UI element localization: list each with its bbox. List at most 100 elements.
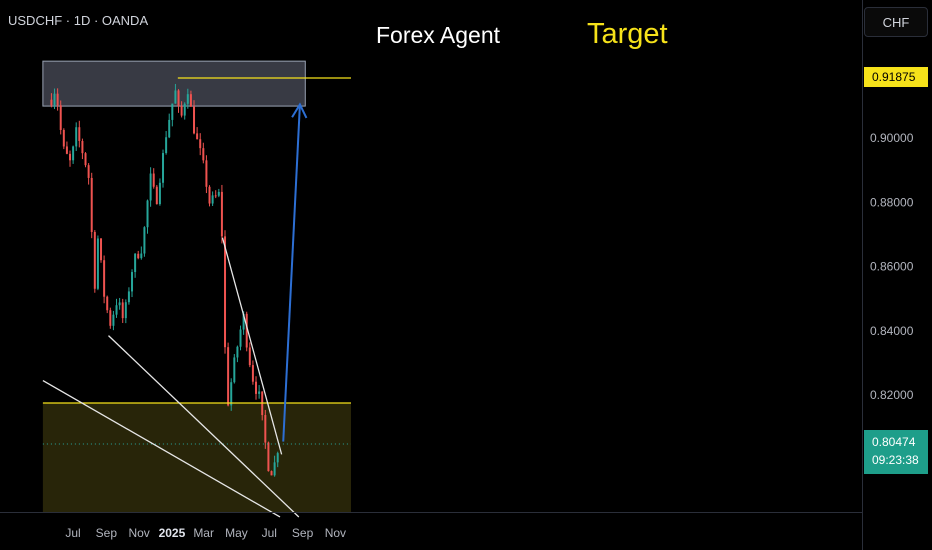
candle-body <box>220 191 223 237</box>
candle-body <box>168 119 171 138</box>
demand-zone <box>42 403 351 512</box>
candle-body <box>208 186 211 204</box>
x-tick-label: May <box>225 526 248 540</box>
candle-body <box>236 346 239 358</box>
candle-body <box>255 381 258 394</box>
last-price-tag: 0.80474 09:23:38 <box>864 430 928 474</box>
last-price-value: 0.80474 <box>872 435 916 449</box>
candle-body <box>69 153 72 161</box>
candle-body <box>196 133 199 140</box>
projection-arrow-shaft <box>282 104 301 442</box>
candle-body <box>233 357 236 383</box>
candle-body <box>112 314 115 326</box>
candle-body <box>96 238 99 289</box>
candle-body <box>199 139 202 149</box>
candle-body <box>251 365 254 382</box>
symbol-info: USDCHF · 1D · OANDA <box>8 13 149 28</box>
lines-layer <box>42 77 351 518</box>
candle-body <box>72 146 75 161</box>
candle-body <box>152 173 155 187</box>
candle-body <box>90 177 93 232</box>
wedge-lower-trendline <box>108 335 300 518</box>
candle-body <box>205 160 208 187</box>
candle-body <box>84 153 87 166</box>
candle-body <box>134 253 137 273</box>
x-tick-label: Mar <box>193 526 214 540</box>
candle-body <box>177 90 180 107</box>
candle-body <box>258 391 261 394</box>
candle-body <box>81 140 84 154</box>
candle-body <box>276 453 279 463</box>
countdown-timer: 09:23:38 <box>872 453 919 467</box>
candle-body <box>56 93 59 106</box>
candle-body <box>193 106 196 134</box>
candle-body <box>149 173 152 201</box>
candle-body <box>103 260 106 297</box>
x-tick-label: Jul <box>65 526 80 540</box>
candle-body <box>78 127 81 141</box>
candle-body <box>121 302 124 319</box>
x-tick-label: Sep <box>292 526 314 540</box>
y-tick-label: 0.86000 <box>870 260 914 274</box>
x-tick-label: Sep <box>96 526 118 540</box>
currency-button[interactable]: CHF <box>864 7 928 37</box>
candle-body <box>143 227 146 254</box>
candle-body <box>65 146 68 154</box>
y-tick-label: 0.84000 <box>870 324 914 338</box>
candle-body <box>109 310 112 326</box>
axes-layer: 0.82000 0.84000 0.86000 0.88000 0.90000 Jul Se… <box>65 131 913 540</box>
candle-body <box>75 127 78 147</box>
candle-body <box>227 347 230 406</box>
candle-body <box>155 186 158 205</box>
y-tick-label: 0.88000 <box>870 195 914 209</box>
candle-body <box>230 382 233 406</box>
supply-zone <box>42 60 306 107</box>
candle-body <box>124 302 127 319</box>
candle-body <box>165 137 168 154</box>
candle-body <box>62 129 65 147</box>
candle-body <box>127 291 130 303</box>
candle-body <box>264 415 267 443</box>
candle-body <box>270 471 273 476</box>
candle-body <box>224 236 227 348</box>
candle-body <box>59 105 62 130</box>
candle-body <box>242 313 245 330</box>
candle-body <box>93 231 96 289</box>
target-price-tag: 0.91875 <box>864 67 928 87</box>
candle-body <box>183 103 186 116</box>
candle-body <box>118 302 121 306</box>
candle-body <box>211 195 214 204</box>
wedge-upper-trendline <box>221 237 283 455</box>
candle-body <box>131 272 134 292</box>
candle-body <box>140 253 143 259</box>
candle-body <box>180 106 183 116</box>
candle-body <box>186 94 189 104</box>
candle-body <box>174 90 177 104</box>
target-label: Target <box>587 18 668 50</box>
candle-body <box>53 93 56 106</box>
y-tick-label: 0.82000 <box>870 388 914 402</box>
candle-body <box>214 195 217 197</box>
candle-body <box>248 347 251 366</box>
candles-layer <box>50 83 279 477</box>
candle-body <box>267 442 270 472</box>
candle-body <box>115 305 118 315</box>
y-tick-label: 0.90000 <box>870 131 914 145</box>
candle-body <box>217 191 220 196</box>
forex-agent-label: Forex Agent <box>376 22 501 48</box>
candle-body <box>100 238 103 261</box>
long-support-trendline <box>42 379 281 518</box>
zones-layer <box>42 60 351 512</box>
candle-body <box>137 253 140 259</box>
candle-body <box>202 148 205 161</box>
candle-body <box>239 329 242 347</box>
candle-body <box>171 103 174 120</box>
x-tick-label: Jul <box>262 526 277 540</box>
candle-body <box>146 200 149 228</box>
candle-body <box>273 462 276 476</box>
candle-body <box>189 94 192 107</box>
candle-body <box>50 99 53 106</box>
x-tick-label: 2025 <box>159 526 186 540</box>
